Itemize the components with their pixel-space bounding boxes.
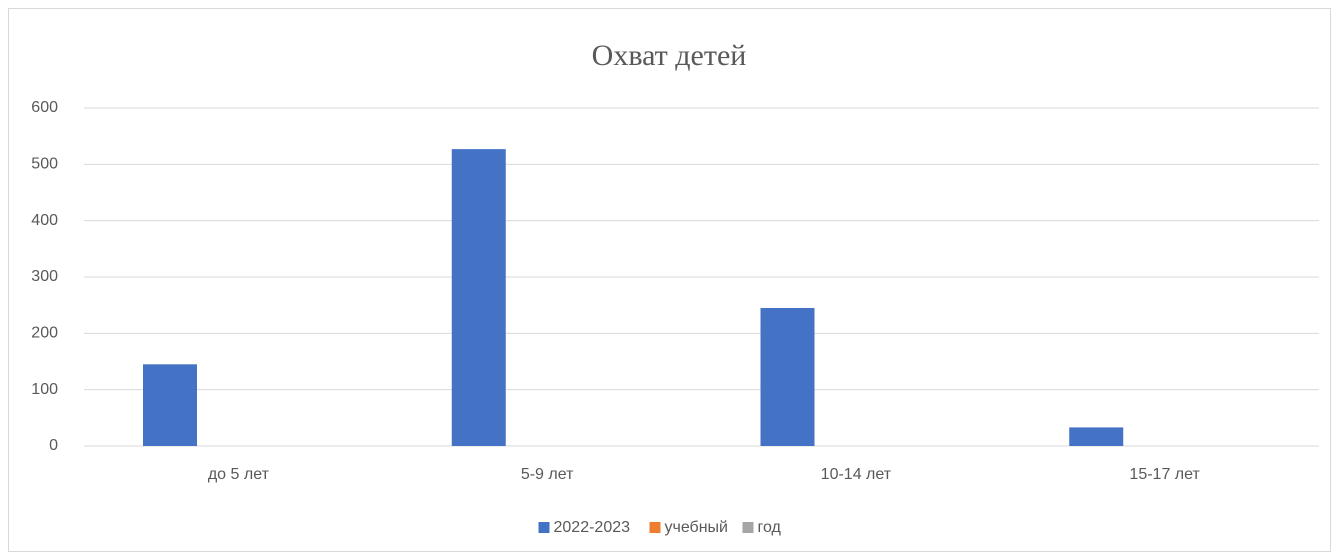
y-tick-label: 0 — [49, 437, 58, 454]
legend-swatch — [649, 522, 661, 533]
x-tick-label: 15-17 лет — [1129, 466, 1200, 483]
legend-label: 2022-2023 — [554, 519, 631, 536]
legend-swatch — [742, 522, 754, 533]
chart-title: Охват детей — [592, 39, 747, 72]
y-tick-label: 100 — [31, 381, 58, 398]
y-tick-label: 200 — [31, 325, 58, 342]
x-tick-label: 5-9 лет — [521, 466, 574, 483]
bar — [760, 307, 815, 446]
x-tick-label: до 5 лет — [208, 466, 270, 483]
legend-swatch — [538, 522, 550, 533]
bar — [143, 364, 197, 446]
y-tick-label: 400 — [31, 212, 58, 229]
y-tick-label: 500 — [31, 156, 58, 173]
legend-label: учебный — [665, 519, 729, 536]
chart-frame — [8, 8, 1331, 552]
y-tick-label: 300 — [31, 268, 58, 285]
bar — [451, 149, 506, 446]
x-tick-label: 10-14 лет — [821, 466, 892, 483]
y-tick-label: 600 — [31, 99, 58, 116]
bar — [1069, 427, 1124, 446]
legend-label: год — [758, 519, 782, 536]
